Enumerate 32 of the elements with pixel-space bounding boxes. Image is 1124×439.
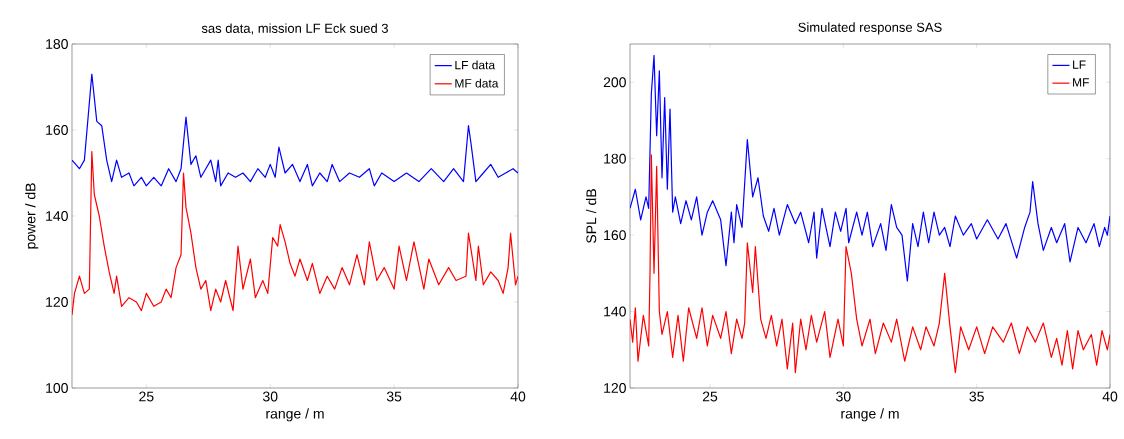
x-tick-label: 25 (702, 391, 718, 402)
x-tick-label: 30 (262, 391, 278, 402)
y-axis-title: SPL / dB (585, 189, 597, 243)
x-axis-title: range / m (266, 408, 324, 422)
y-axis-title: power / dB (25, 183, 39, 249)
legend-label: LF (1073, 60, 1086, 69)
legend-label: MF data (455, 78, 499, 88)
x-tick-label: 25 (139, 391, 154, 402)
y-tick-label: 180 (604, 153, 626, 164)
x-axis-title: range / m (841, 408, 899, 422)
chart-title: Simulated response SAS (798, 22, 942, 35)
y-tick-label: 160 (604, 230, 626, 241)
x-tick-label: 30 (836, 391, 851, 402)
x-tick-label: 35 (969, 391, 984, 402)
y-tick-label: 200 (603, 77, 626, 88)
y-tick-label: 140 (604, 306, 626, 317)
y-tick-label: 180 (46, 39, 68, 49)
y-tick-label: 120 (46, 297, 68, 307)
y-tick-label: 120 (604, 383, 626, 393)
line-series (72, 150, 519, 316)
line-series (72, 73, 519, 187)
legend-label: LF data (455, 60, 496, 70)
line-series (630, 154, 1111, 374)
x-tick-label: 40 (510, 391, 526, 402)
chart-title: sas data, mission LF Eck sued 3 (201, 23, 388, 35)
line-series (630, 54, 1111, 282)
x-tick-label: 35 (386, 391, 402, 402)
legend-label: MF (1073, 78, 1089, 87)
x-tick-label: 40 (1102, 391, 1118, 402)
y-tick-label: 140 (46, 211, 68, 221)
y-tick-label: 100 (46, 383, 68, 393)
y-tick-label: 160 (46, 125, 68, 135)
